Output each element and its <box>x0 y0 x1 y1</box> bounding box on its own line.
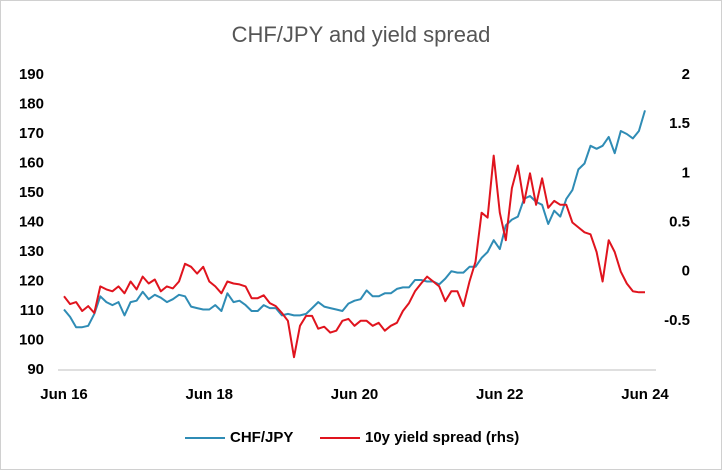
y-tick-label: 150 <box>19 184 44 201</box>
x-tick-label: Jun 24 <box>621 386 669 403</box>
legend-label: CHF/JPY <box>230 429 293 446</box>
x-tick-label: Jun 16 <box>40 386 88 403</box>
series-line <box>63 154 645 359</box>
y2-tick-label: 0.5 <box>669 213 690 230</box>
x-tick-label: Jun 18 <box>185 386 233 403</box>
y-tick-label: 90 <box>27 361 44 378</box>
y2-tick-label: 1.5 <box>669 115 690 132</box>
y-tick-label: 130 <box>19 243 44 260</box>
series-line <box>63 110 646 329</box>
x-tick-label: Jun 20 <box>331 386 379 403</box>
y-tick-label: 180 <box>19 95 44 112</box>
y-tick-label: 100 <box>19 331 44 348</box>
y-tick-label: 160 <box>19 154 44 171</box>
y2-tick-label: 1 <box>682 164 690 181</box>
y2-tick-label: 2 <box>682 66 690 83</box>
x-tick-label: Jun 22 <box>476 386 524 403</box>
y-tick-label: 120 <box>19 272 44 289</box>
y-tick-label: 110 <box>20 302 44 319</box>
y-tick-label: 190 <box>19 66 44 83</box>
y2-tick-label: 0 <box>682 263 690 280</box>
chart-title: CHF/JPY and yield spread <box>232 22 491 47</box>
y-tick-label: 140 <box>19 213 44 230</box>
legend-label: 10y yield spread (rhs) <box>365 429 519 446</box>
y-tick-label: 170 <box>19 125 44 142</box>
y2-tick-label: -0.5 <box>664 312 690 329</box>
